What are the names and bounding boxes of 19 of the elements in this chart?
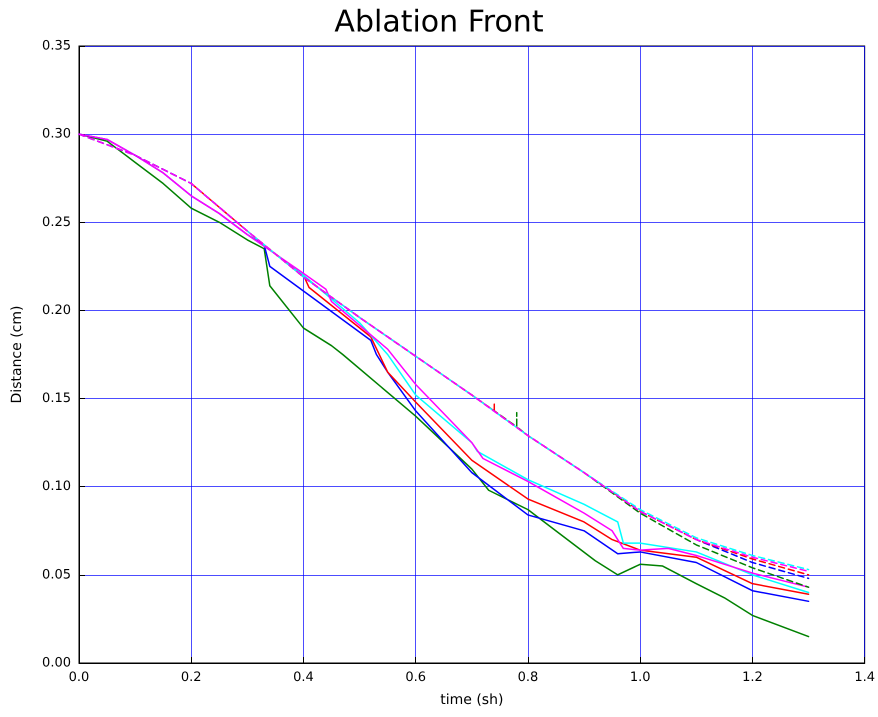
x-tick-label: 1.0	[630, 670, 651, 685]
x-tick-label: 0.2	[180, 670, 202, 685]
y-tick-label: 0.30	[42, 126, 71, 142]
y-tick-label: 0.10	[42, 479, 71, 494]
x-tick-label: 0.4	[293, 670, 314, 685]
y-tick-label: 0.05	[42, 567, 71, 582]
x-tick-label: 1.4	[854, 670, 876, 685]
x-axis-title: time (sh)	[440, 692, 504, 708]
x-tick-label: 0.0	[68, 670, 90, 685]
x-tick-label: 0.6	[405, 670, 426, 685]
y-tick-label: 0.25	[42, 214, 71, 230]
x-tick-label: 0.8	[518, 670, 538, 685]
y-tick-label: 0.20	[42, 302, 71, 318]
chart-title: Ablation Front	[334, 4, 544, 40]
y-tick-label: 0.00	[42, 656, 71, 670]
x-tick-label: 1.2	[742, 670, 763, 685]
y-tick-label: 0.35	[42, 38, 71, 54]
y-axis-title: Distance (cm)	[9, 306, 25, 404]
y-tick-label: 0.15	[42, 391, 71, 406]
